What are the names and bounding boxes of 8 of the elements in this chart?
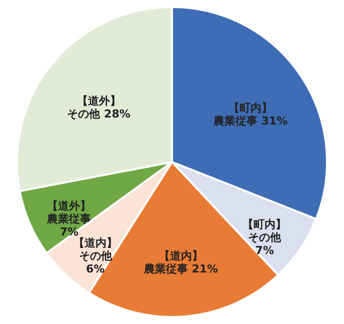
data-label: 7% <box>255 244 274 257</box>
slice-label: 【道外】農業従事 <box>46 199 92 226</box>
slice-label: 【道外】その他 28% <box>67 94 130 120</box>
slice-label: 【道内】その他 <box>73 236 118 263</box>
slice-label: 【町内】農業従事 31% <box>212 102 288 128</box>
slice-label: 【道内】農業従事 21% <box>142 250 218 276</box>
slice-label: 【町内】その他 <box>242 218 287 244</box>
data-label: 6% <box>86 262 105 276</box>
